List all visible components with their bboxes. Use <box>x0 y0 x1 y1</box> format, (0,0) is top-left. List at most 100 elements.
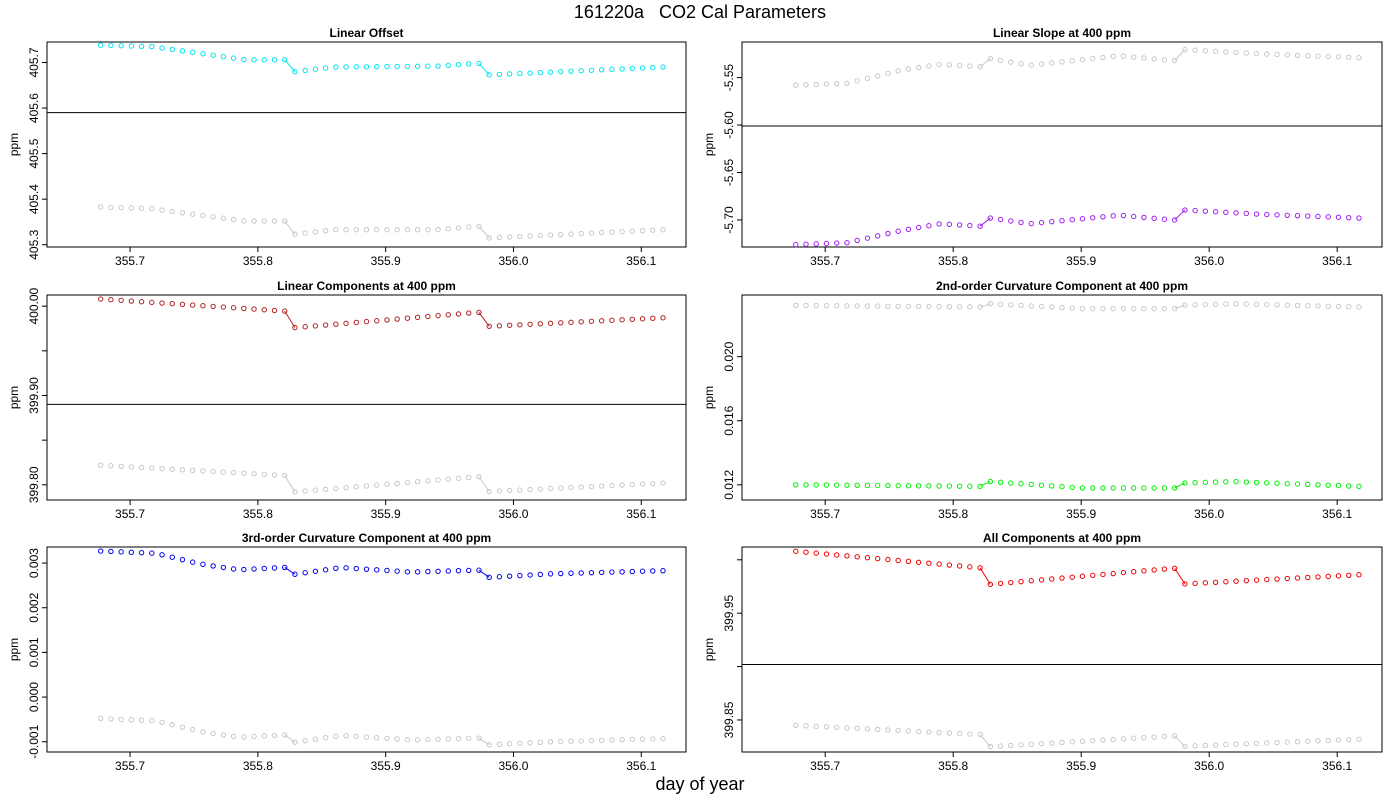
data-point <box>1182 480 1188 486</box>
data-point <box>169 208 175 215</box>
data-point <box>322 567 329 573</box>
data-point <box>149 43 155 50</box>
data-point <box>333 321 339 327</box>
data-point <box>547 739 554 745</box>
x-tick-label: 356.0 <box>498 759 528 773</box>
data-point <box>486 235 492 241</box>
series-1 <box>97 42 666 78</box>
data-point <box>333 226 339 233</box>
data-point <box>1008 218 1014 224</box>
data-point <box>1305 738 1311 744</box>
y-tick-label: 0.002 <box>27 592 41 622</box>
data-point <box>179 210 186 216</box>
data-point <box>1008 302 1014 308</box>
y-tick-label: 405.5 <box>27 138 41 168</box>
data-point <box>803 302 809 309</box>
series-2 <box>97 462 666 495</box>
x-tick-label: 356.0 <box>1194 254 1224 268</box>
data-point <box>793 302 799 309</box>
data-point <box>987 478 994 485</box>
data-point <box>793 722 799 729</box>
data-point <box>394 316 400 322</box>
data-point <box>1182 581 1188 587</box>
data-point <box>149 550 155 556</box>
data-point <box>1161 485 1168 491</box>
data-point <box>1243 210 1250 217</box>
data-point <box>854 482 860 489</box>
x-tick-label: 355.8 <box>938 507 968 521</box>
data-point <box>1151 734 1157 740</box>
data-point <box>302 488 308 494</box>
data-point <box>1069 305 1075 311</box>
data-point <box>1090 485 1096 491</box>
data-point <box>333 733 339 739</box>
data-point <box>834 724 840 731</box>
data-point <box>629 65 636 72</box>
data-point <box>343 64 349 70</box>
panel-title: 3rd-order Curvature Component at 400 ppm <box>242 531 491 545</box>
data-point <box>1151 305 1157 312</box>
data-point <box>977 731 983 738</box>
data-point <box>138 464 145 471</box>
data-point <box>179 48 186 54</box>
data-point <box>1130 485 1137 491</box>
data-point <box>578 319 584 325</box>
data-point <box>282 564 288 571</box>
data-point <box>1038 219 1045 226</box>
data-point <box>864 235 871 241</box>
data-point <box>445 568 451 574</box>
data-point <box>1284 52 1290 58</box>
data-point <box>1079 305 1086 312</box>
data-point <box>282 732 288 738</box>
data-point <box>251 471 257 477</box>
data-point <box>517 322 523 328</box>
y-tick-label: 399.80 <box>27 466 41 503</box>
data-point <box>128 717 135 723</box>
data-point <box>1161 733 1168 740</box>
data-point <box>1264 740 1270 746</box>
data-point <box>895 727 901 734</box>
data-point <box>466 310 472 316</box>
data-point <box>128 205 135 211</box>
data-point <box>435 568 441 574</box>
data-point <box>220 53 227 60</box>
data-point <box>956 222 963 228</box>
data-point <box>292 68 298 75</box>
data-point <box>1018 219 1024 226</box>
data-point <box>251 733 257 740</box>
data-point <box>558 320 564 326</box>
data-point <box>404 479 411 486</box>
y-tick-label: 400.00 <box>27 287 41 324</box>
data-point <box>1305 574 1311 581</box>
data-point <box>609 569 615 575</box>
data-point <box>1356 54 1362 61</box>
data-point <box>496 71 503 78</box>
data-point <box>609 317 615 323</box>
data-point <box>885 303 891 309</box>
data-point <box>874 233 881 239</box>
data-point <box>455 475 462 481</box>
data-point <box>660 567 666 574</box>
panel-title: 2nd-order Curvature Component at 400 ppm <box>936 279 1188 293</box>
data-point <box>200 212 206 219</box>
data-point <box>1233 210 1239 216</box>
data-point <box>128 43 135 49</box>
data-point <box>547 485 554 492</box>
data-point <box>200 51 206 57</box>
data-point <box>476 309 482 316</box>
data-point <box>1018 742 1024 748</box>
data-point <box>220 304 227 310</box>
data-point <box>363 318 370 325</box>
data-point <box>629 316 636 322</box>
data-point <box>997 580 1004 587</box>
data-point <box>251 57 257 63</box>
data-point <box>864 482 871 489</box>
data-point <box>997 57 1004 64</box>
y-tick-label: 405.3 <box>27 229 41 259</box>
data-point <box>118 297 124 304</box>
data-point <box>414 314 421 321</box>
data-point <box>159 45 165 51</box>
x-tick-label: 355.9 <box>371 759 401 773</box>
data-point <box>537 486 544 492</box>
data-point <box>1335 737 1342 743</box>
